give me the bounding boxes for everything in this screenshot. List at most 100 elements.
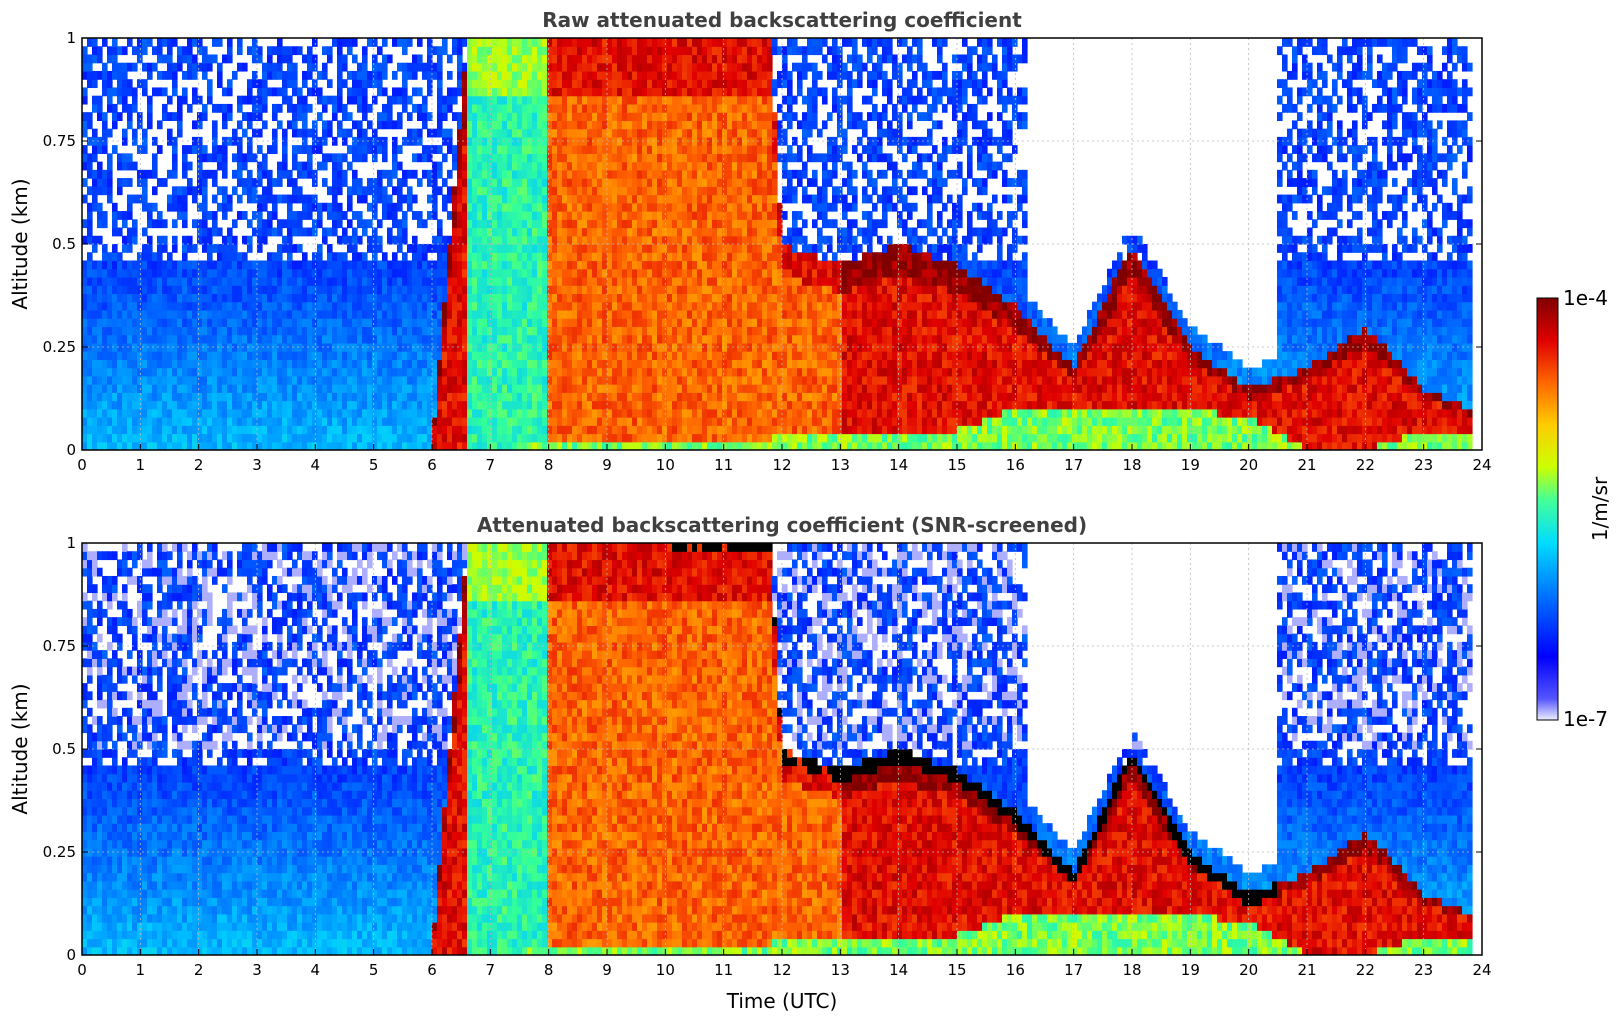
heatmap-cell [502,87,508,97]
heatmap-cell [257,318,263,327]
heatmap-cell [572,433,578,443]
heatmap-cell [242,408,248,418]
heatmap-cell [612,375,618,385]
heatmap-cell [477,186,483,196]
heatmap-cell [552,211,558,220]
heatmap-cell [447,392,453,402]
heatmap-cell [662,178,668,187]
heatmap-cell [612,194,618,204]
heatmap-cell [537,433,543,443]
heatmap-cell [622,227,628,237]
heatmap-cell [142,342,148,352]
heatmap-cell [602,161,608,171]
heatmap-cell [592,276,598,286]
heatmap-cell [357,178,363,187]
heatmap-cell [257,227,263,237]
heatmap-cell [92,178,98,187]
heatmap-cell [87,433,93,443]
heatmap-cell [337,384,343,393]
heatmap-cell [142,178,148,187]
heatmap-cell [437,244,443,253]
heatmap-cell [437,351,443,360]
heatmap-cell [227,54,233,64]
heatmap-cell [172,342,178,352]
heatmap-cell [492,62,498,72]
heatmap-cell [527,441,533,450]
heatmap-cell [442,417,448,426]
heatmap-cell [517,309,523,319]
heatmap-cell [662,301,668,311]
heatmap-cell [292,70,298,80]
heatmap-cell [87,136,93,146]
heatmap-cell [292,351,298,360]
heatmap-cell [262,186,268,196]
heatmap-cell [332,408,338,418]
heatmap-cell [222,252,228,262]
heatmap-cell [147,293,153,303]
heatmap-cell [427,145,433,154]
heatmap-cell [257,95,263,105]
heatmap-cell [342,153,348,163]
heatmap-cell [87,309,93,319]
heatmap-cell [312,285,318,295]
heatmap-cell [607,219,613,229]
heatmap-cell [262,441,268,450]
heatmap-cell [367,318,373,327]
heatmap-cell [312,202,318,212]
heatmap-cell [332,334,338,344]
heatmap-cell [507,384,513,393]
heatmap-cell [572,186,578,196]
heatmap-cell [237,342,243,352]
heatmap-cell [577,252,583,262]
heatmap-cell [142,425,148,435]
heatmap-cell [467,202,473,212]
heatmap-cell [437,103,443,113]
heatmap-cell [532,425,538,435]
heatmap-cell [467,276,473,286]
heatmap-cell [612,95,618,105]
heatmap-cell [222,359,228,369]
heatmap-cell [322,334,328,344]
heatmap-cell [137,318,143,327]
heatmap-cell [517,95,523,105]
heatmap-cell [592,227,598,237]
heatmap-cell [572,46,578,56]
heatmap-cell [562,367,568,377]
heatmap-cell [397,87,403,97]
heatmap-cell [392,260,398,270]
heatmap-cell [202,169,208,179]
heatmap-cell [257,367,263,377]
heatmap-cell [192,400,198,410]
heatmap-cell [157,145,163,154]
heatmap-cell [362,342,368,352]
heatmap-cell [87,334,93,344]
heatmap-cell [257,178,263,187]
heatmap-cell [202,244,208,253]
heatmap-cell [572,268,578,278]
heatmap-cell [282,169,288,179]
heatmap-cell [127,408,133,418]
heatmap-cell [122,95,128,105]
heatmap-cell [317,211,323,220]
heatmap-cell [437,359,443,369]
heatmap-cell [452,227,458,237]
heatmap-cell [222,103,228,113]
heatmap-cell [597,70,603,80]
heatmap-cell [432,276,438,286]
heatmap-cell [582,301,588,311]
heatmap-cell [622,169,628,179]
heatmap-cell [572,367,578,377]
heatmap-cell [557,433,563,443]
heatmap-cell [177,384,183,393]
heatmap-cell [402,62,408,72]
heatmap-cell [517,211,523,220]
heatmap-cell [242,334,248,344]
heatmap-cell [137,38,143,47]
heatmap-cell [557,408,563,418]
heatmap-cell [282,441,288,450]
heatmap-cell [617,326,623,336]
heatmap-cell [227,227,233,237]
heatmap-cell [587,62,593,72]
heatmap-cell [567,186,573,196]
